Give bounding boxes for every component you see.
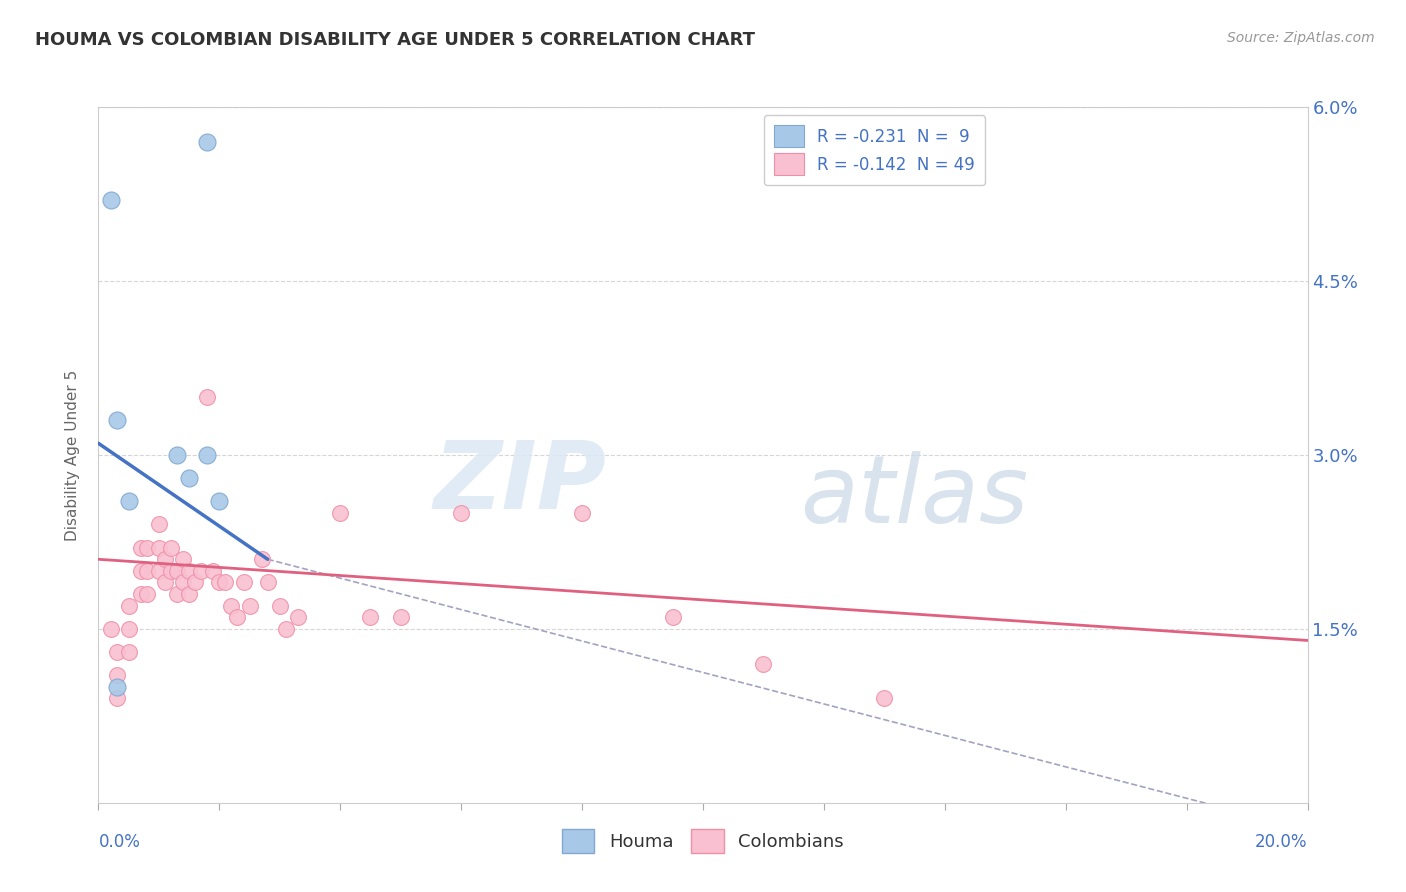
Point bbox=[129, 564, 152, 578]
Point bbox=[571, 506, 593, 520]
Point bbox=[179, 471, 201, 485]
Point bbox=[208, 575, 231, 590]
Y-axis label: Disability Age Under 5: Disability Age Under 5 bbox=[65, 369, 80, 541]
Point bbox=[172, 552, 194, 566]
Point bbox=[250, 552, 273, 566]
Point bbox=[135, 541, 157, 555]
Legend: Houma, Colombians: Houma, Colombians bbox=[555, 822, 851, 860]
Point bbox=[100, 622, 122, 636]
Point bbox=[329, 506, 352, 520]
Text: 0.0%: 0.0% bbox=[98, 833, 141, 851]
Point bbox=[873, 691, 896, 706]
Point bbox=[214, 575, 236, 590]
Point bbox=[360, 610, 382, 624]
Point bbox=[160, 541, 183, 555]
Point bbox=[269, 599, 291, 613]
Point bbox=[221, 599, 243, 613]
Point bbox=[148, 517, 170, 532]
Text: HOUMA VS COLOMBIAN DISABILITY AGE UNDER 5 CORRELATION CHART: HOUMA VS COLOMBIAN DISABILITY AGE UNDER … bbox=[35, 31, 755, 49]
Point bbox=[661, 610, 683, 624]
Point bbox=[105, 691, 128, 706]
Point bbox=[153, 552, 176, 566]
Point bbox=[389, 610, 412, 624]
Point bbox=[135, 587, 157, 601]
Point bbox=[118, 494, 141, 508]
Point bbox=[190, 564, 212, 578]
Point bbox=[148, 564, 170, 578]
Point bbox=[179, 587, 201, 601]
Text: atlas: atlas bbox=[800, 451, 1028, 542]
Point bbox=[166, 448, 188, 462]
Point bbox=[153, 575, 176, 590]
Point bbox=[195, 135, 218, 149]
Point bbox=[118, 645, 141, 659]
Point bbox=[135, 564, 157, 578]
Point bbox=[129, 541, 152, 555]
Text: Source: ZipAtlas.com: Source: ZipAtlas.com bbox=[1227, 31, 1375, 45]
Point bbox=[172, 575, 194, 590]
Point bbox=[105, 413, 128, 427]
Point bbox=[450, 506, 472, 520]
Point bbox=[208, 494, 231, 508]
Text: 20.0%: 20.0% bbox=[1256, 833, 1308, 851]
Point bbox=[226, 610, 249, 624]
Text: ZIP: ZIP bbox=[433, 437, 606, 529]
Point bbox=[148, 541, 170, 555]
Point bbox=[239, 599, 262, 613]
Point bbox=[202, 564, 225, 578]
Point bbox=[195, 390, 218, 404]
Point bbox=[179, 564, 201, 578]
Point bbox=[105, 645, 128, 659]
Point bbox=[166, 587, 188, 601]
Point bbox=[100, 193, 122, 207]
Point bbox=[184, 575, 207, 590]
Point bbox=[129, 587, 152, 601]
Point bbox=[752, 657, 775, 671]
Point bbox=[105, 680, 128, 694]
Point bbox=[166, 564, 188, 578]
Point bbox=[105, 668, 128, 682]
Point bbox=[118, 622, 141, 636]
Point bbox=[256, 575, 278, 590]
Point bbox=[232, 575, 254, 590]
Point bbox=[287, 610, 309, 624]
Point bbox=[118, 599, 141, 613]
Point bbox=[195, 448, 218, 462]
Point bbox=[160, 564, 183, 578]
Point bbox=[274, 622, 297, 636]
